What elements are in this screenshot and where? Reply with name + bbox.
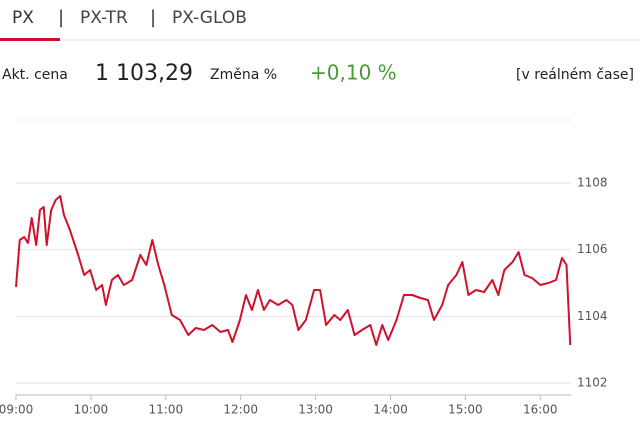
tab[interactable]: PX-TR	[80, 8, 128, 28]
tab[interactable]: PX	[12, 8, 34, 28]
x-tick-label: 09:00	[0, 403, 33, 417]
tab[interactable]: PX-GLOB	[172, 8, 247, 28]
y-tick-label: 1106	[577, 242, 608, 256]
y-tick-label: 1102	[577, 376, 608, 390]
change-label: Změna %	[210, 67, 277, 83]
x-tick-label: 16:00	[523, 403, 558, 417]
x-tick-label: 14:00	[373, 403, 408, 417]
x-tick-label: 12:00	[223, 403, 258, 417]
price-label: Akt. cena	[2, 67, 68, 83]
change: +0,10 %	[310, 61, 397, 85]
price: 1 103,29	[95, 61, 193, 86]
y-tick-label: 1108	[577, 176, 608, 190]
y-tick-label: 1104	[577, 309, 608, 323]
x-tick-label: 15:00	[448, 403, 483, 417]
active-tab-underline	[0, 38, 60, 41]
price-line	[15, 195, 572, 346]
x-tick-label: 11:00	[149, 403, 184, 417]
x-tick-label: 10:00	[74, 403, 109, 417]
x-tick-label: 13:00	[298, 403, 333, 417]
separator: |	[150, 7, 156, 28]
mode: [v reálném čase]	[516, 67, 634, 83]
separator: |	[58, 7, 64, 28]
